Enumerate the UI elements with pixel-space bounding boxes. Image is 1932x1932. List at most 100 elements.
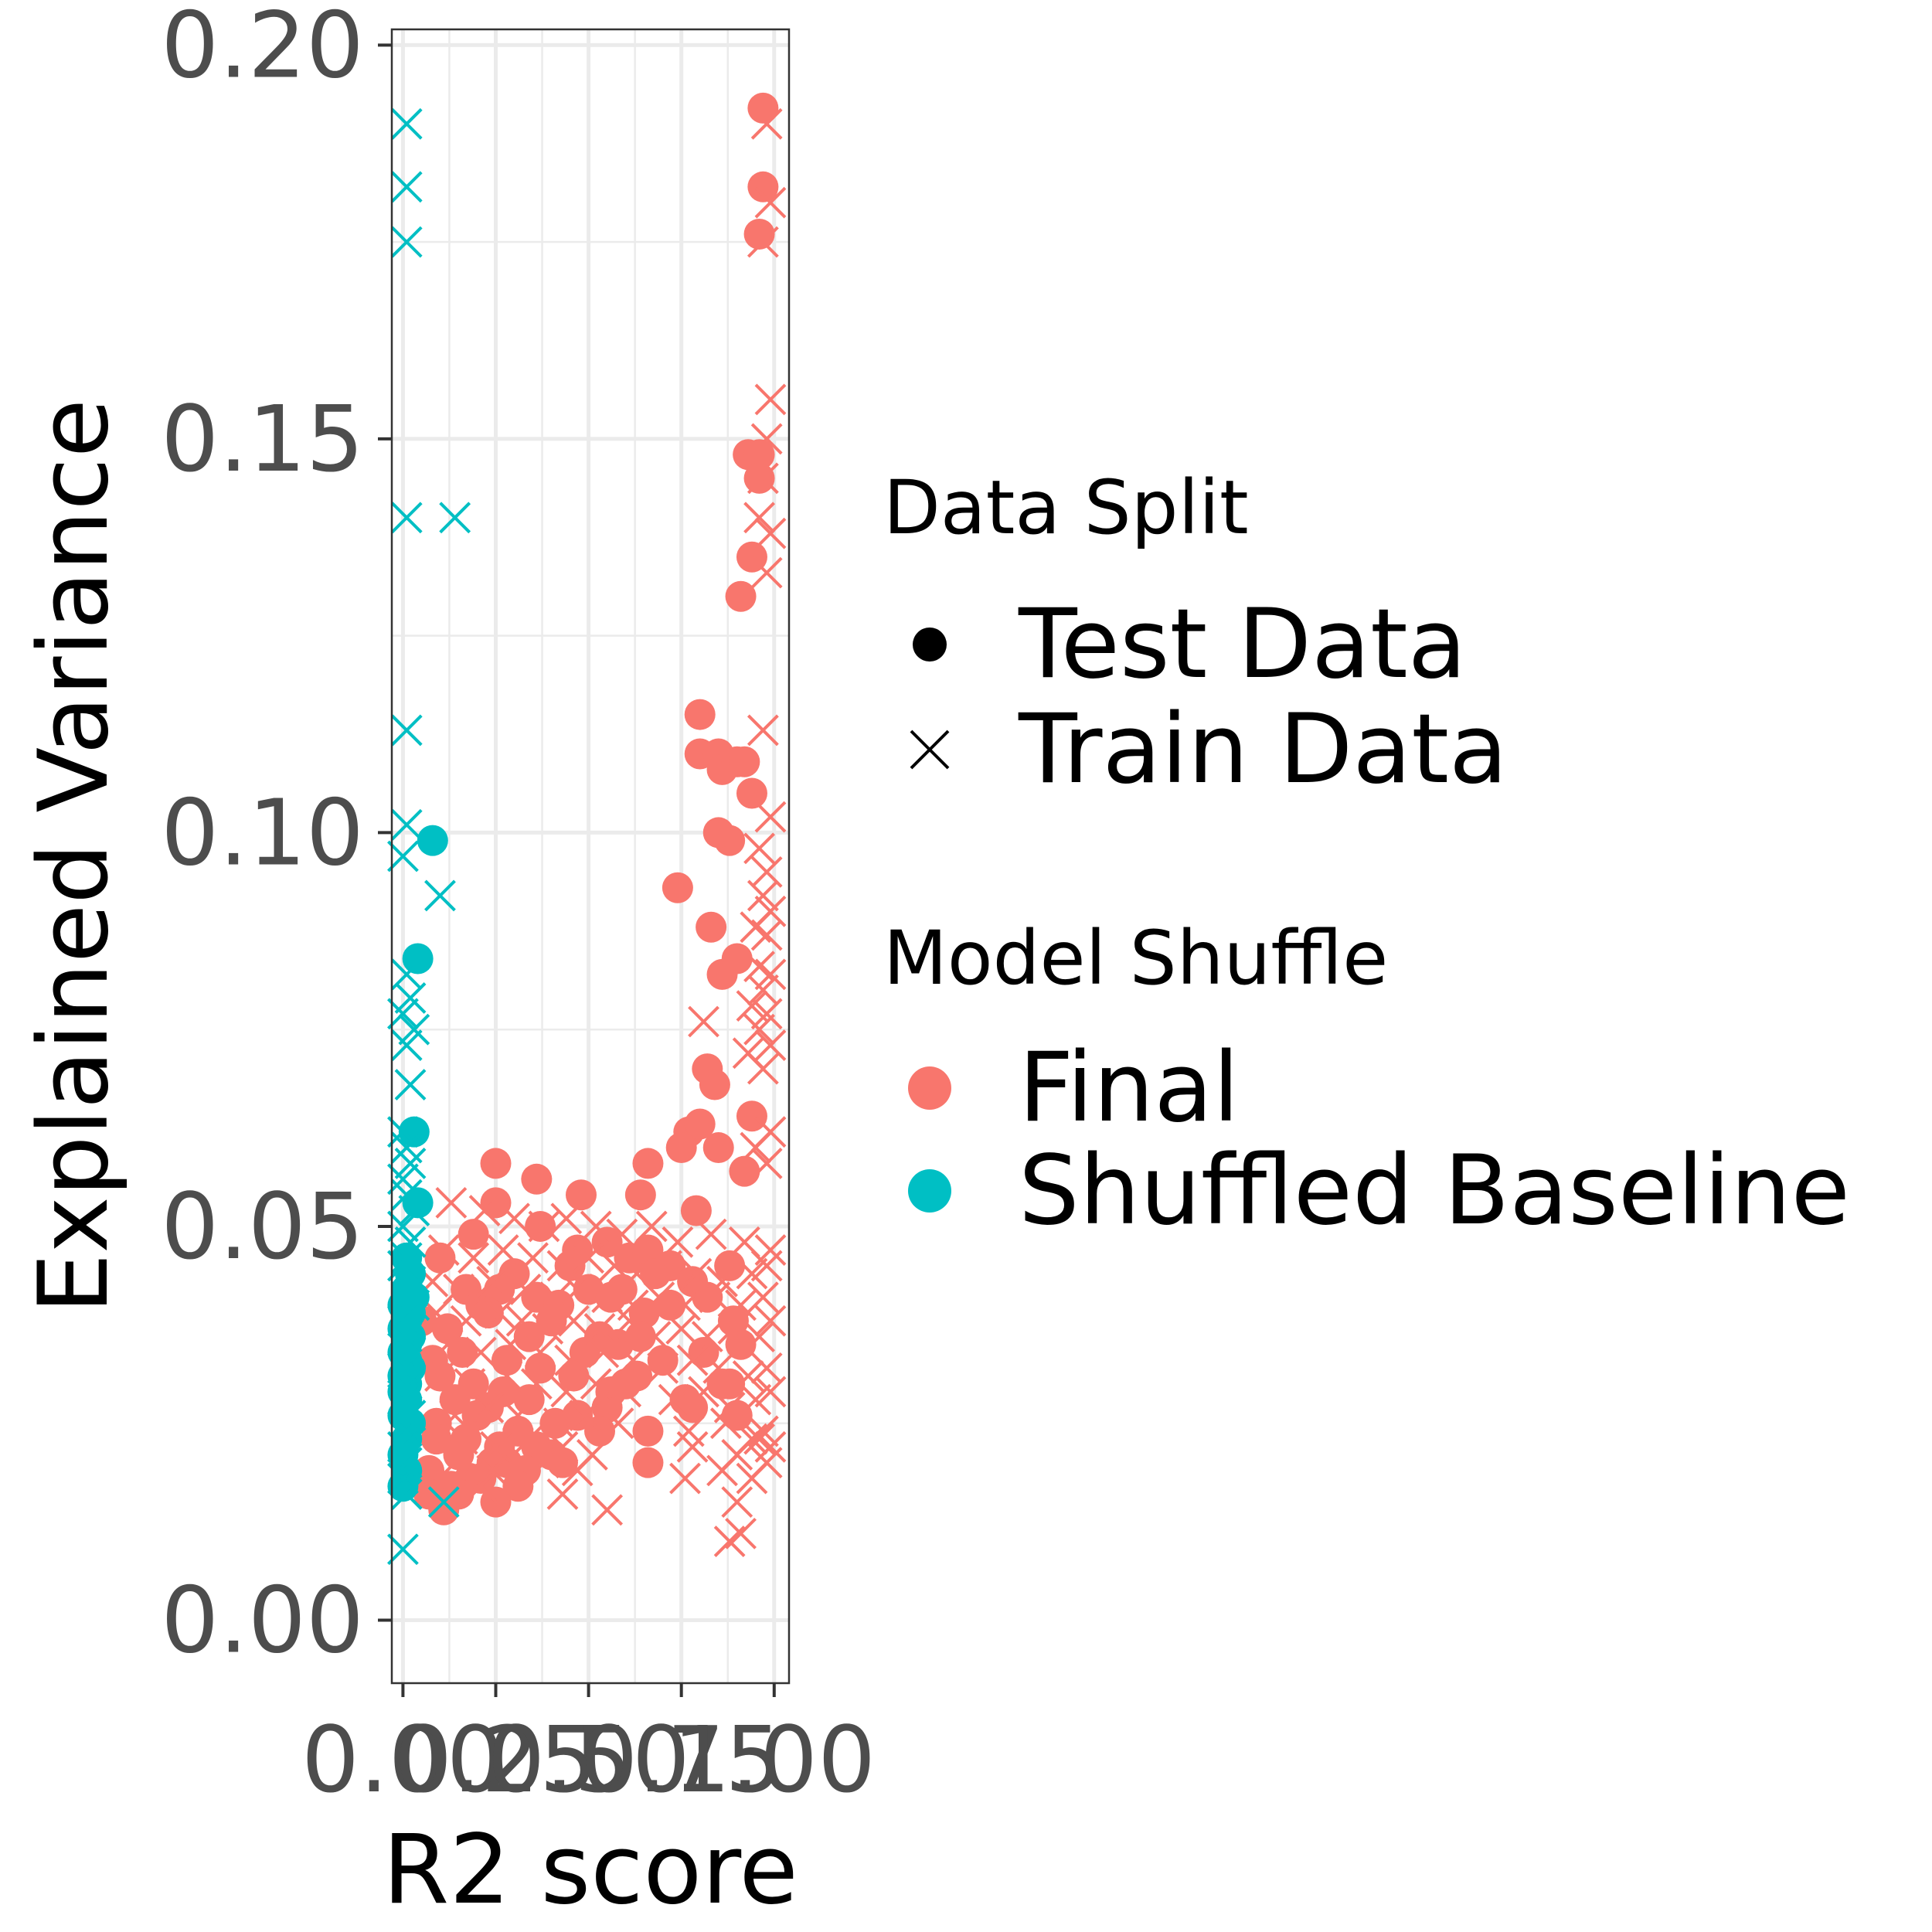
data-point (424, 1242, 456, 1274)
data-point (386, 840, 419, 872)
axes: 0.000.050.100.150.200.000.250.500.751.00… (19, 0, 876, 1926)
data-point (398, 1195, 430, 1226)
data-point (447, 1337, 478, 1368)
data-point (525, 1210, 556, 1242)
data-point (513, 1423, 546, 1455)
data-point (390, 1478, 423, 1510)
data-point (472, 1298, 504, 1329)
data-point (662, 1226, 694, 1258)
data-point (743, 1013, 775, 1046)
data-point (513, 1321, 545, 1352)
data-point (598, 1250, 631, 1282)
legend-key-color (908, 1066, 951, 1110)
data-point (443, 1439, 474, 1471)
data-point (513, 1384, 545, 1416)
data-point (386, 1383, 419, 1416)
data-point (747, 171, 779, 202)
data-point (386, 1250, 419, 1282)
data-point (684, 699, 716, 730)
data-point (587, 1336, 620, 1369)
data-point (491, 1360, 523, 1392)
data-point (591, 1392, 623, 1423)
data-point (743, 502, 775, 534)
data-point (591, 1226, 623, 1258)
data-point (750, 107, 783, 140)
data-point (695, 1218, 727, 1250)
legend-key-circle (913, 628, 947, 662)
data-point (550, 1202, 583, 1235)
data-point (729, 746, 760, 777)
data-point (394, 982, 427, 1014)
data-point (717, 1313, 750, 1345)
data-point (390, 1179, 423, 1211)
data-point (676, 1344, 709, 1376)
data-point (390, 714, 423, 747)
legend-label: Shuffled Baseline (1019, 1135, 1850, 1247)
data-point (480, 1187, 512, 1219)
x-axis-title: R2 score (383, 1815, 798, 1926)
data-point (610, 1376, 642, 1408)
data-point (468, 1195, 501, 1226)
data-point (517, 1242, 549, 1274)
data-point (472, 1391, 505, 1423)
legend-title-model-shuffle: Model Shuffle (883, 915, 1388, 1002)
y-tick-label: 0.00 (161, 1566, 364, 1673)
data-point (398, 1013, 430, 1046)
data-point (386, 1210, 419, 1243)
data-point (743, 439, 775, 471)
data-point (573, 1242, 605, 1274)
data-point (754, 1304, 787, 1337)
data-point (427, 1234, 460, 1266)
data-point (569, 1337, 600, 1368)
data-point (717, 1305, 749, 1337)
data-point (476, 1265, 509, 1298)
legend-title-data-split: Data Split (883, 464, 1249, 551)
x-tick-label: 0.00 (301, 1706, 505, 1813)
data-point (439, 1447, 471, 1479)
data-point (658, 1383, 690, 1416)
y-tick-label: 0.20 (161, 0, 364, 98)
data-point (750, 1250, 783, 1282)
data-point (754, 186, 787, 219)
y-axis-title: Explained Variance (19, 399, 130, 1314)
data-point (554, 1344, 586, 1376)
data-point (505, 1304, 538, 1337)
data-point (754, 517, 787, 549)
data-point (743, 1321, 775, 1353)
data-point (754, 383, 787, 416)
data-point (550, 1376, 583, 1408)
x-tick-label: 0.25 (394, 1706, 597, 1813)
data-point (454, 1368, 486, 1400)
data-point (554, 1250, 586, 1281)
y-tick-label: 0.10 (161, 779, 364, 886)
data-point (754, 1376, 787, 1408)
data-point (736, 990, 768, 1022)
data-point (747, 462, 779, 495)
data-point (643, 1281, 675, 1314)
data-point (390, 1029, 423, 1061)
data-point (736, 777, 767, 809)
data-point (640, 1258, 672, 1290)
data-point (465, 1463, 497, 1495)
data-point (750, 423, 783, 455)
data-point (747, 92, 779, 124)
data-point (684, 1108, 716, 1140)
data-point (483, 1297, 515, 1329)
data-point (386, 1533, 419, 1566)
data-point (402, 1187, 434, 1219)
data-point (651, 1250, 682, 1282)
legend-key-color (908, 1169, 951, 1213)
data-point (420, 1423, 452, 1455)
data-point (725, 1289, 757, 1321)
data-point (702, 1352, 735, 1384)
data-point (386, 998, 419, 1030)
data-point (709, 1407, 742, 1440)
data-point (394, 1069, 427, 1100)
data-point (754, 801, 787, 833)
data-point (528, 1210, 560, 1243)
data-point (736, 1100, 767, 1132)
legend-label: Test Data (1018, 589, 1467, 700)
data-point (387, 1471, 419, 1502)
x-tick-label: 0.75 (580, 1706, 783, 1813)
data-point (747, 1415, 779, 1447)
